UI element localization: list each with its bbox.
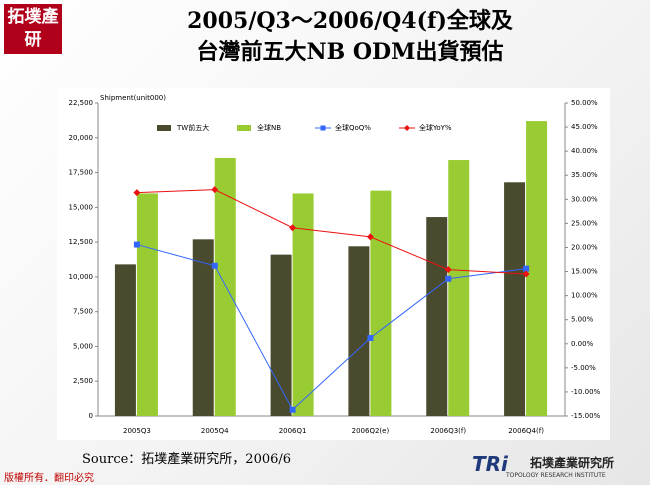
marker: [445, 275, 452, 282]
marker: [523, 265, 530, 272]
y-tick-label: 17,500: [69, 169, 94, 177]
title-line: 台灣前五大NB ODM出貨預估: [196, 39, 504, 65]
copyright: 版權所有．翻印必究: [4, 473, 94, 484]
marker: [133, 189, 141, 197]
bar: [504, 182, 526, 416]
marker: [289, 406, 296, 413]
marker: [211, 262, 218, 269]
y2-tick-label: -15.00%: [571, 412, 601, 420]
marker: [366, 233, 374, 241]
x-tick-label: 2005Q4: [201, 427, 229, 435]
y2-tick-label: 10.00%: [571, 292, 598, 300]
bar: [114, 264, 136, 416]
brand-english: TOPOLOGY RESEARCH INSTITUTE: [506, 472, 606, 479]
y2-tick-label: 0.00%: [571, 340, 594, 348]
bar: [292, 193, 314, 416]
y2-tick-label: -5.00%: [571, 364, 596, 372]
y-tick-label: 7,500: [73, 308, 93, 316]
brand: TRi 拓墣產業研究所 TOPOLOGY RESEARCH INSTITUTE: [472, 452, 647, 484]
line: [136, 189, 527, 275]
logo: 拓墣產研: [4, 4, 62, 54]
legend-swatch: [157, 125, 171, 131]
bar: [448, 160, 470, 416]
y2-tick-label: 50.00%: [571, 99, 598, 107]
marker: [133, 241, 140, 248]
x-tick-label: 2006Q2(e): [352, 427, 390, 435]
legend-label: 全球NB: [257, 123, 281, 132]
marker: [289, 224, 297, 232]
y2-tick-label: 30.00%: [571, 195, 598, 203]
y-tick-label: 15,000: [69, 203, 94, 211]
y2-tick-label: 35.00%: [571, 171, 598, 179]
brand-mark: TRi: [472, 452, 508, 476]
legend-swatch: [237, 125, 251, 131]
bar: [270, 254, 292, 416]
marker: [367, 334, 374, 341]
legend-marker: [320, 125, 326, 131]
x-tick-label: 2006Q3(f): [430, 427, 466, 435]
bar: [214, 157, 236, 416]
y2-tick-label: -10.00%: [571, 388, 601, 396]
brand-name: 拓墣產業研究所: [530, 456, 615, 470]
y2-tick-label: 5.00%: [571, 316, 594, 324]
y-tick-label: 0: [89, 412, 93, 420]
chart: Shipment(unit000) 0 2,500 5,000 7,500 10,000 1…: [69, 94, 601, 435]
bar: [370, 190, 392, 416]
y-tick-label: 20,000: [69, 134, 94, 142]
bar: [192, 239, 214, 416]
bar: [136, 193, 158, 416]
x-tick-label: 2006Q4(f): [508, 427, 544, 435]
marker: [522, 270, 530, 278]
y-tick-label: 12,500: [69, 238, 94, 246]
line: [136, 244, 527, 411]
y-tick-label: 5,000: [73, 342, 93, 350]
title-line: 2005/Q3～2006/Q4(f)全球及: [187, 8, 513, 34]
y2-tick-label: 15.00%: [571, 268, 598, 276]
slide-title: 2005/Q3～2006/Q4(f)全球及 台灣前五大NB ODM出貨預估: [100, 6, 600, 68]
legend-marker: [404, 125, 410, 131]
bar: [526, 121, 548, 416]
y2-tick-label: 25.00%: [571, 219, 598, 227]
y2-tick-label: 40.00%: [571, 147, 598, 155]
legend-label: 全球QoQ%: [335, 123, 371, 132]
source: Source：拓墣產業研究所，2006/6: [82, 452, 292, 467]
y-axis-title: Shipment(unit000): [100, 94, 166, 102]
y-tick-label: 2,500: [73, 377, 93, 385]
y2-tick-label: 20.00%: [571, 243, 598, 251]
x-tick-label: 2005Q3: [123, 427, 151, 435]
marker: [444, 266, 452, 274]
bar: [348, 246, 370, 416]
marker: [211, 186, 219, 194]
y-tick-label: 10,000: [69, 273, 94, 281]
y-tick-label: 22,500: [69, 99, 94, 107]
x-tick-label: 2006Q1: [279, 427, 307, 435]
legend-label: 全球YoY%: [419, 123, 452, 132]
chart-panel: Shipment(unit000) 0 2,500 5,000 7,500 10,000 1…: [57, 88, 610, 440]
bar: [426, 217, 448, 416]
y2-tick-label: 45.00%: [571, 123, 598, 131]
legend-label: TW前五大: [176, 123, 209, 132]
